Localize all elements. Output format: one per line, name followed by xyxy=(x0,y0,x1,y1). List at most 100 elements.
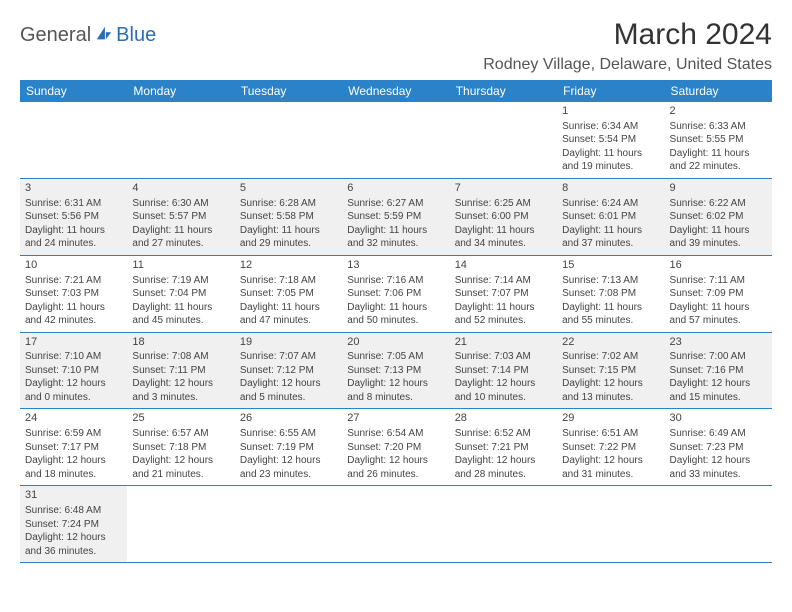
day-number: 19 xyxy=(240,335,337,350)
daylight-text: Daylight: 12 hours and 33 minutes. xyxy=(670,454,767,481)
calendar-day-cell: 13Sunrise: 7:16 AMSunset: 7:06 PMDayligh… xyxy=(342,255,449,332)
day-number: 30 xyxy=(670,411,767,426)
calendar-day-cell xyxy=(127,102,234,178)
day-number: 20 xyxy=(347,335,444,350)
day-number: 11 xyxy=(132,258,229,273)
sunrise-text: Sunrise: 7:21 AM xyxy=(25,274,122,288)
weekday-header: Friday xyxy=(557,80,664,102)
sunrise-text: Sunrise: 7:03 AM xyxy=(455,350,552,364)
sunset-text: Sunset: 6:02 PM xyxy=(670,210,767,224)
day-number: 13 xyxy=(347,258,444,273)
daylight-text: Daylight: 12 hours and 8 minutes. xyxy=(347,377,444,404)
day-number: 31 xyxy=(25,488,122,503)
calendar-week-row: 10Sunrise: 7:21 AMSunset: 7:03 PMDayligh… xyxy=(20,255,772,332)
sunset-text: Sunset: 7:05 PM xyxy=(240,287,337,301)
sunset-text: Sunset: 5:59 PM xyxy=(347,210,444,224)
sunset-text: Sunset: 7:06 PM xyxy=(347,287,444,301)
sunset-text: Sunset: 7:24 PM xyxy=(25,518,122,532)
calendar-day-cell: 4Sunrise: 6:30 AMSunset: 5:57 PMDaylight… xyxy=(127,178,234,255)
day-number: 2 xyxy=(670,104,767,119)
calendar-day-cell xyxy=(235,102,342,178)
sunrise-text: Sunrise: 7:14 AM xyxy=(455,274,552,288)
sunrise-text: Sunrise: 6:33 AM xyxy=(670,120,767,134)
sunset-text: Sunset: 7:18 PM xyxy=(132,441,229,455)
title-block: March 2024 Rodney Village, Delaware, Uni… xyxy=(483,18,772,74)
sunrise-text: Sunrise: 6:30 AM xyxy=(132,197,229,211)
sail-icon xyxy=(95,25,113,43)
calendar-day-cell: 17Sunrise: 7:10 AMSunset: 7:10 PMDayligh… xyxy=(20,332,127,409)
daylight-text: Daylight: 11 hours and 24 minutes. xyxy=(25,224,122,251)
daylight-text: Daylight: 11 hours and 32 minutes. xyxy=(347,224,444,251)
calendar-day-cell xyxy=(235,486,342,563)
calendar-week-row: 31Sunrise: 6:48 AMSunset: 7:24 PMDayligh… xyxy=(20,486,772,563)
sunset-text: Sunset: 7:12 PM xyxy=(240,364,337,378)
calendar-day-cell: 30Sunrise: 6:49 AMSunset: 7:23 PMDayligh… xyxy=(665,409,772,486)
sunrise-text: Sunrise: 6:52 AM xyxy=(455,427,552,441)
daylight-text: Daylight: 11 hours and 45 minutes. xyxy=(132,301,229,328)
sunset-text: Sunset: 7:03 PM xyxy=(25,287,122,301)
sunset-text: Sunset: 5:55 PM xyxy=(670,133,767,147)
calendar-day-cell: 31Sunrise: 6:48 AMSunset: 7:24 PMDayligh… xyxy=(20,486,127,563)
weekday-header: Wednesday xyxy=(342,80,449,102)
daylight-text: Daylight: 12 hours and 31 minutes. xyxy=(562,454,659,481)
calendar-week-row: 24Sunrise: 6:59 AMSunset: 7:17 PMDayligh… xyxy=(20,409,772,486)
sunset-text: Sunset: 7:16 PM xyxy=(670,364,767,378)
daylight-text: Daylight: 12 hours and 0 minutes. xyxy=(25,377,122,404)
day-number: 4 xyxy=(132,181,229,196)
sunrise-text: Sunrise: 7:10 AM xyxy=(25,350,122,364)
calendar-body: 1Sunrise: 6:34 AMSunset: 5:54 PMDaylight… xyxy=(20,102,772,563)
location-subtitle: Rodney Village, Delaware, United States xyxy=(483,56,772,74)
calendar-day-cell xyxy=(450,102,557,178)
day-number: 3 xyxy=(25,181,122,196)
calendar-day-cell: 3Sunrise: 6:31 AMSunset: 5:56 PMDaylight… xyxy=(20,178,127,255)
sunrise-text: Sunrise: 6:57 AM xyxy=(132,427,229,441)
day-number: 23 xyxy=(670,335,767,350)
calendar-week-row: 17Sunrise: 7:10 AMSunset: 7:10 PMDayligh… xyxy=(20,332,772,409)
sunset-text: Sunset: 7:14 PM xyxy=(455,364,552,378)
daylight-text: Daylight: 11 hours and 39 minutes. xyxy=(670,224,767,251)
day-number: 24 xyxy=(25,411,122,426)
weekday-header: Saturday xyxy=(665,80,772,102)
header: General Blue March 2024 Rodney Village, … xyxy=(20,18,772,74)
day-number: 29 xyxy=(562,411,659,426)
sunrise-text: Sunrise: 7:08 AM xyxy=(132,350,229,364)
sunrise-text: Sunrise: 7:02 AM xyxy=(562,350,659,364)
daylight-text: Daylight: 12 hours and 23 minutes. xyxy=(240,454,337,481)
sunrise-text: Sunrise: 6:31 AM xyxy=(25,197,122,211)
sunset-text: Sunset: 7:15 PM xyxy=(562,364,659,378)
daylight-text: Daylight: 12 hours and 3 minutes. xyxy=(132,377,229,404)
calendar-day-cell: 28Sunrise: 6:52 AMSunset: 7:21 PMDayligh… xyxy=(450,409,557,486)
weekday-header: Thursday xyxy=(450,80,557,102)
sunset-text: Sunset: 5:56 PM xyxy=(25,210,122,224)
calendar-day-cell: 1Sunrise: 6:34 AMSunset: 5:54 PMDaylight… xyxy=(557,102,664,178)
daylight-text: Daylight: 12 hours and 21 minutes. xyxy=(132,454,229,481)
day-number: 16 xyxy=(670,258,767,273)
daylight-text: Daylight: 11 hours and 27 minutes. xyxy=(132,224,229,251)
day-number: 6 xyxy=(347,181,444,196)
daylight-text: Daylight: 11 hours and 34 minutes. xyxy=(455,224,552,251)
calendar-day-cell: 29Sunrise: 6:51 AMSunset: 7:22 PMDayligh… xyxy=(557,409,664,486)
sunset-text: Sunset: 7:21 PM xyxy=(455,441,552,455)
calendar-day-cell: 14Sunrise: 7:14 AMSunset: 7:07 PMDayligh… xyxy=(450,255,557,332)
daylight-text: Daylight: 12 hours and 10 minutes. xyxy=(455,377,552,404)
month-title: March 2024 xyxy=(483,18,772,52)
weekday-header: Tuesday xyxy=(235,80,342,102)
sunset-text: Sunset: 5:58 PM xyxy=(240,210,337,224)
calendar-day-cell: 10Sunrise: 7:21 AMSunset: 7:03 PMDayligh… xyxy=(20,255,127,332)
day-number: 12 xyxy=(240,258,337,273)
calendar-table: Sunday Monday Tuesday Wednesday Thursday… xyxy=(20,80,772,563)
sunrise-text: Sunrise: 7:07 AM xyxy=(240,350,337,364)
calendar-day-cell: 22Sunrise: 7:02 AMSunset: 7:15 PMDayligh… xyxy=(557,332,664,409)
sunrise-text: Sunrise: 7:18 AM xyxy=(240,274,337,288)
calendar-day-cell xyxy=(342,486,449,563)
daylight-text: Daylight: 11 hours and 42 minutes. xyxy=(25,301,122,328)
calendar-day-cell: 12Sunrise: 7:18 AMSunset: 7:05 PMDayligh… xyxy=(235,255,342,332)
calendar-day-cell: 5Sunrise: 6:28 AMSunset: 5:58 PMDaylight… xyxy=(235,178,342,255)
weekday-header: Sunday xyxy=(20,80,127,102)
sunset-text: Sunset: 7:23 PM xyxy=(670,441,767,455)
day-number: 15 xyxy=(562,258,659,273)
calendar-day-cell: 6Sunrise: 6:27 AMSunset: 5:59 PMDaylight… xyxy=(342,178,449,255)
calendar-day-cell: 26Sunrise: 6:55 AMSunset: 7:19 PMDayligh… xyxy=(235,409,342,486)
sunrise-text: Sunrise: 6:27 AM xyxy=(347,197,444,211)
sunrise-text: Sunrise: 7:00 AM xyxy=(670,350,767,364)
